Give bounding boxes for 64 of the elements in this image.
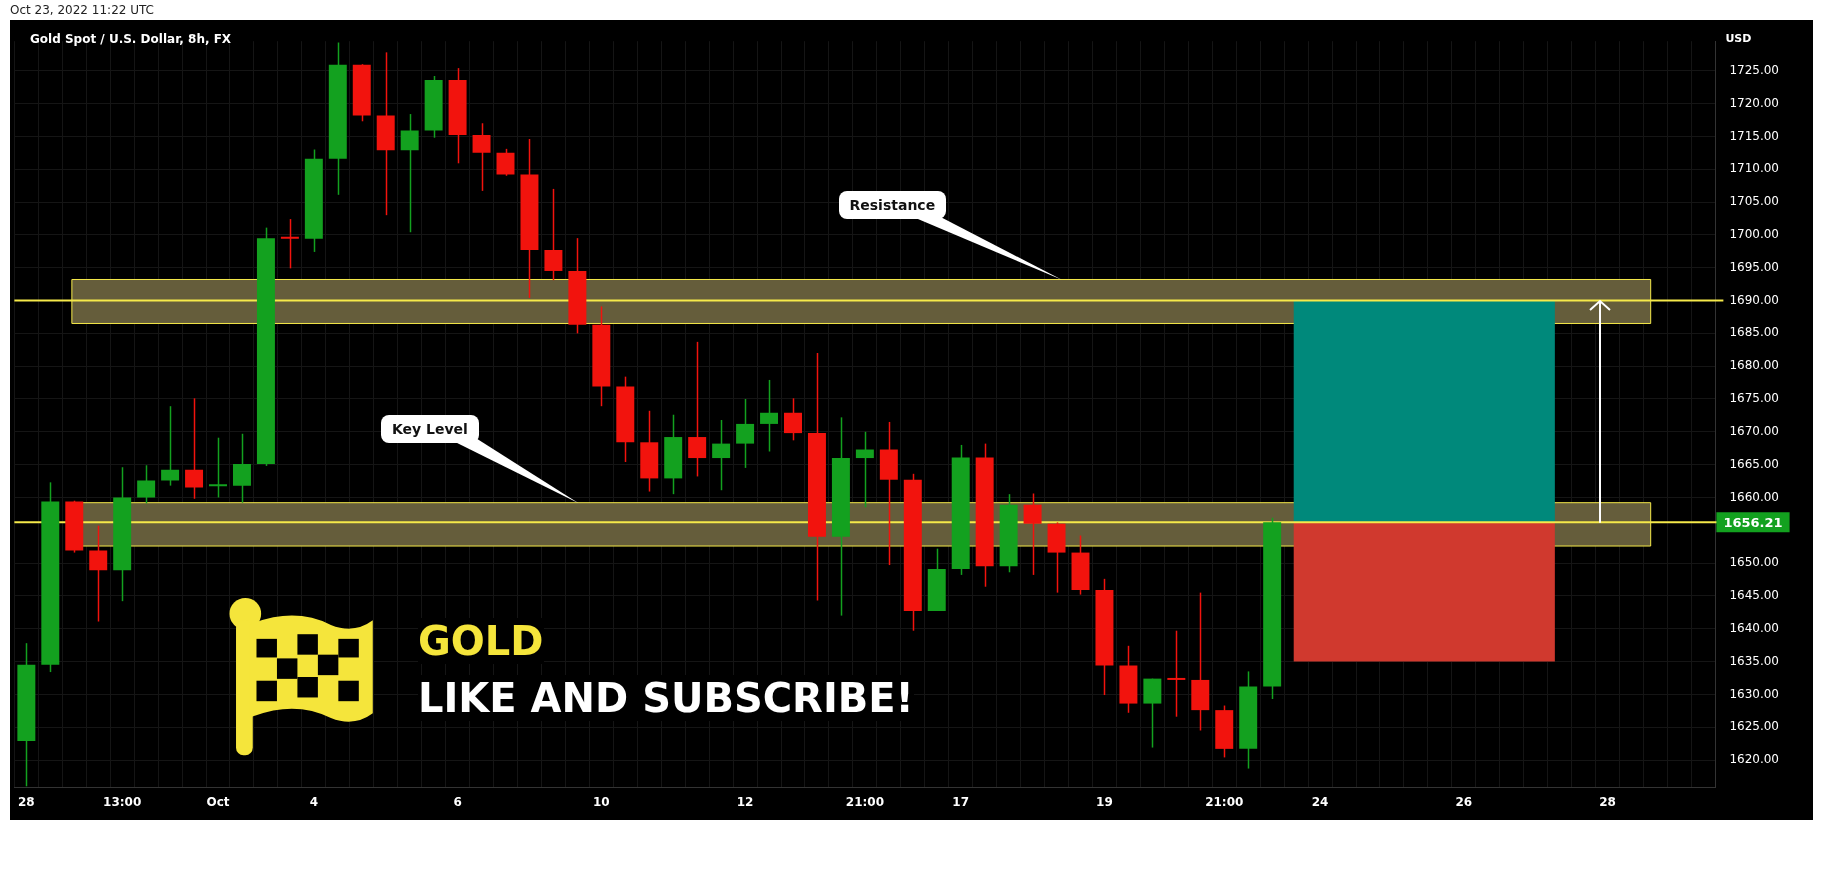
- candlestick: [137, 464, 156, 505]
- x-tick-label: 19: [1096, 794, 1113, 809]
- y-tick-label: 1640.00: [1729, 620, 1779, 635]
- x-tick-label: 21:00: [1205, 794, 1244, 809]
- x-tick-label: 21:00: [845, 794, 884, 809]
- x-tick-label: 28: [1599, 794, 1616, 809]
- y-tick-label: 1720.00: [1729, 95, 1779, 110]
- candlestick: [712, 419, 731, 491]
- candlestick: [185, 397, 204, 500]
- candlestick: [1023, 492, 1042, 576]
- y-tick-label: 1685.00: [1729, 325, 1779, 340]
- x-tick-label: 4: [309, 794, 319, 809]
- x-tick-label: 12: [736, 794, 754, 809]
- candlestick: [496, 148, 515, 177]
- ref-line-label: 1656.21: [1723, 514, 1783, 530]
- candlestick: [209, 436, 227, 499]
- y-tick-label: 1695.00: [1729, 259, 1779, 274]
- y-tick-label: 1700.00: [1729, 226, 1779, 241]
- y-tick-label: 1650.00: [1729, 555, 1779, 570]
- y-tick-label: 1715.00: [1729, 128, 1779, 143]
- candlestick: [544, 188, 563, 281]
- speech-bubble: Resistance: [838, 190, 1062, 280]
- x-tick-label: Oct: [206, 794, 230, 809]
- x-tick-label: 13:00: [103, 794, 142, 809]
- speech-bubble: Key Level: [380, 414, 579, 503]
- x-tick-label: 10: [592, 794, 610, 809]
- y-tick-label: 1665.00: [1729, 456, 1779, 471]
- annotation: Key Level: [380, 414, 479, 443]
- y-tick-label: 1690.00: [1729, 292, 1779, 307]
- x-tick-label: 26: [1455, 794, 1473, 809]
- y-tick-label: 1620.00: [1729, 752, 1779, 767]
- x-tick-label: 6: [453, 794, 462, 809]
- x-tick-label: 17: [952, 794, 970, 809]
- y-tick-label: 1675.00: [1729, 391, 1779, 406]
- candlestick: [89, 524, 108, 623]
- y-tick-label: 1670.00: [1729, 423, 1779, 438]
- candlestick: [161, 405, 180, 487]
- candlestick: [855, 431, 874, 509]
- y-tick-label: 1710.00: [1729, 161, 1779, 176]
- annotation: Resistance: [838, 190, 947, 219]
- x-tick-label: 28: [18, 794, 35, 809]
- text: Oct 23, 2022 11:22 UTC: [10, 3, 154, 17]
- y-tick-label: 1630.00: [1729, 686, 1779, 701]
- y-tick-label: 1680.00: [1729, 358, 1779, 373]
- y-tick-label: 1725.00: [1729, 62, 1779, 77]
- annotation: LIKE AND SUBSCRIBE!: [418, 675, 914, 721]
- y-axis-title: USD: [1725, 32, 1752, 45]
- candlestick: [784, 397, 802, 442]
- candlestick: [760, 379, 779, 453]
- y-tick-label: 1705.00: [1729, 194, 1779, 209]
- y-tick-label: 1645.00: [1729, 588, 1779, 603]
- candlestick: [688, 341, 707, 478]
- candlestick: [232, 433, 251, 504]
- x-tick-label: 24: [1311, 794, 1329, 809]
- candlestick: [1167, 629, 1186, 718]
- y-tick-label: 1660.00: [1729, 489, 1779, 504]
- chart-title: Gold Spot / U.S. Dollar, 8h, FX: [30, 32, 232, 46]
- candlestick: [280, 218, 299, 270]
- y-tick-label: 1635.00: [1729, 653, 1779, 668]
- y-tick-label: 1625.00: [1729, 719, 1779, 734]
- candlestick: [472, 122, 491, 192]
- candlestick: [736, 398, 755, 469]
- annotation: GOLD: [418, 618, 544, 664]
- candlestick: [400, 113, 419, 233]
